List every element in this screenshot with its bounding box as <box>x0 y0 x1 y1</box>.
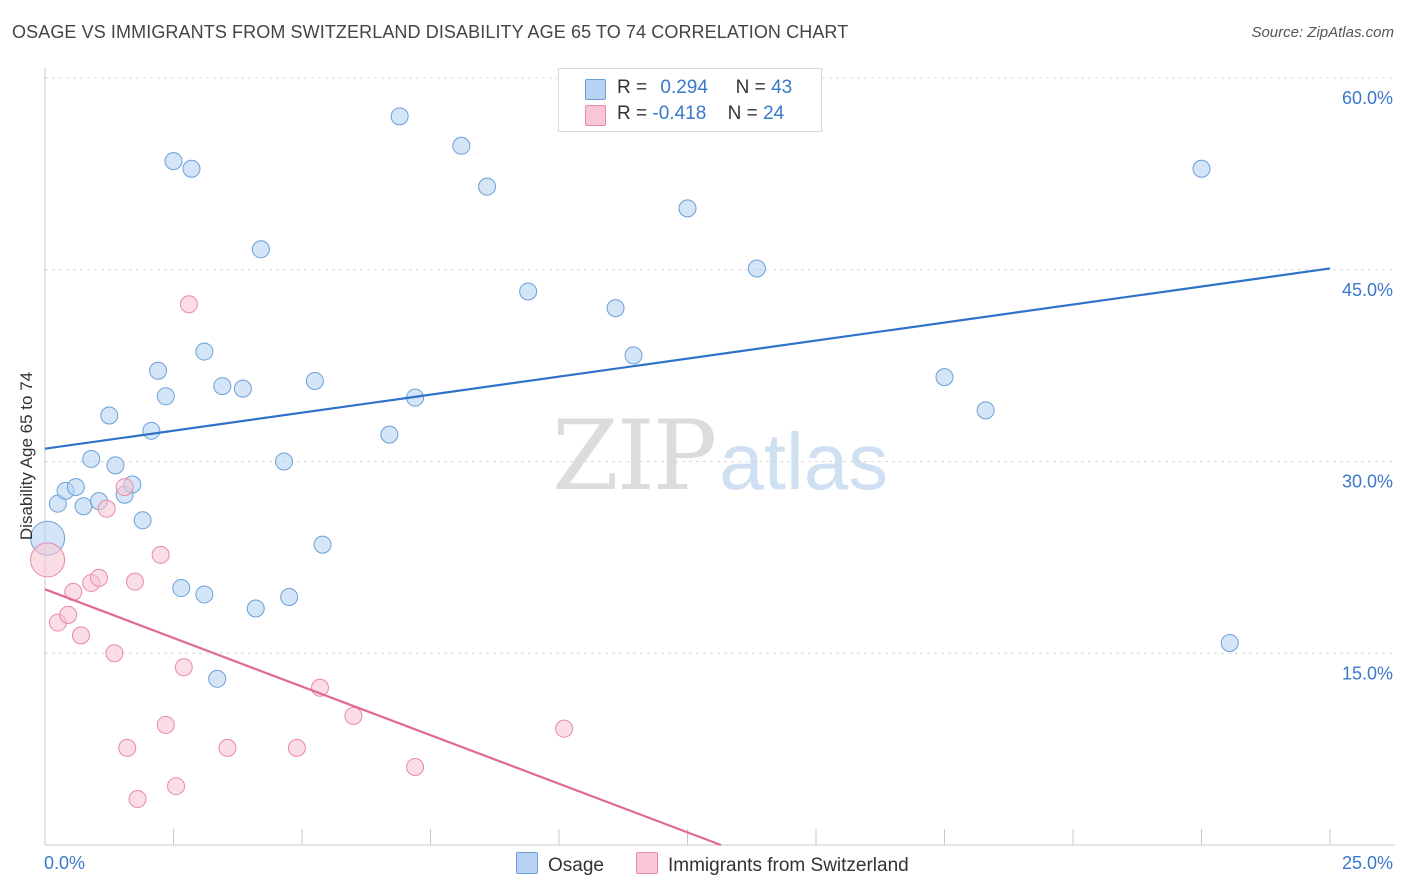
legend-n-value: 43 <box>771 77 793 98</box>
data-point-switzerland <box>71 626 90 645</box>
trend-line-osage <box>44 267 1331 450</box>
data-point-switzerland <box>156 715 175 734</box>
data-point-osage <box>935 368 954 387</box>
data-point-osage <box>624 346 643 365</box>
data-point-switzerland <box>59 605 78 624</box>
bottom-legend-label-osage: Osage <box>548 855 604 876</box>
legend-r-label: R = <box>617 103 648 124</box>
data-point-switzerland <box>555 719 574 738</box>
legend-n-label: N = <box>735 77 766 98</box>
y-tick-label: 60.0% <box>1342 88 1393 108</box>
legend-n-value: 24 <box>763 103 785 124</box>
data-point-osage <box>142 421 161 440</box>
bottom-legend-label-switzerland: Immigrants from Switzerland <box>668 855 909 876</box>
bottom-legend-osage: Osage <box>516 852 604 877</box>
data-point-osage <box>133 511 152 530</box>
bottom-legend-swatch-switzerland <box>636 852 658 874</box>
data-point-osage <box>213 377 232 396</box>
data-point-switzerland <box>179 295 198 314</box>
y-tick-label: 45.0% <box>1342 280 1393 300</box>
data-point-osage <box>280 588 299 607</box>
data-point-switzerland <box>118 738 137 757</box>
data-point-switzerland <box>105 644 124 663</box>
data-point-osage <box>156 387 175 406</box>
data-point-osage <box>747 259 766 278</box>
data-point-switzerland <box>151 545 170 564</box>
bottom-legend-swatch-osage <box>516 852 538 874</box>
data-point-switzerland <box>89 568 108 587</box>
legend-r-value: 0.294 <box>660 77 708 98</box>
data-point-osage <box>678 199 697 218</box>
data-point-osage <box>606 299 625 318</box>
data-point-osage <box>164 152 183 171</box>
data-point-osage <box>106 456 125 475</box>
y-axis-label: Disability Age 65 to 74 <box>17 371 36 541</box>
data-point-switzerland <box>30 542 66 578</box>
legend-swatch-osage <box>585 79 606 100</box>
data-point-switzerland <box>128 789 147 808</box>
data-point-osage <box>1192 159 1211 178</box>
x-tick-label-max: 25.0% <box>1342 853 1393 873</box>
data-point-switzerland <box>97 499 116 518</box>
data-point-osage <box>246 599 265 618</box>
data-point-switzerland <box>167 777 186 796</box>
data-point-osage <box>390 107 409 126</box>
data-point-osage <box>519 282 538 301</box>
data-point-switzerland <box>287 738 306 757</box>
data-point-switzerland <box>406 758 425 777</box>
data-point-osage <box>82 449 101 468</box>
data-point-osage <box>452 136 471 155</box>
x-tick-label-min: 0.0% <box>44 853 85 873</box>
chart-title: OSAGE VS IMMIGRANTS FROM SWITZERLAND DIS… <box>12 22 849 42</box>
data-point-osage <box>195 342 214 361</box>
data-point-osage <box>195 585 214 604</box>
y-tick-label: 30.0% <box>1342 472 1393 492</box>
data-point-osage <box>313 535 332 554</box>
legend-r-value: -0.418 <box>652 103 707 124</box>
data-point-osage <box>251 240 270 259</box>
data-point-switzerland <box>174 658 193 677</box>
data-point-osage <box>100 406 119 425</box>
data-point-osage <box>66 478 85 497</box>
trend-line-switzerland <box>44 588 722 847</box>
data-point-osage <box>976 401 995 420</box>
data-point-switzerland <box>344 706 363 725</box>
data-point-osage <box>380 425 399 444</box>
data-point-switzerland <box>218 738 237 757</box>
data-point-osage <box>305 371 324 390</box>
correlation-legend: R = 0.294 N = 43 R = -0.418 N = 24 <box>558 68 822 132</box>
data-point-switzerland <box>115 478 134 497</box>
bottom-legend-switzerland: Immigrants from Switzerland <box>636 852 909 877</box>
data-point-osage <box>208 669 227 688</box>
data-point-osage <box>182 159 201 178</box>
legend-n-label: N = <box>727 103 758 124</box>
data-point-osage <box>233 379 252 398</box>
data-point-osage <box>172 579 191 598</box>
y-tick-label: 15.0% <box>1342 663 1393 683</box>
legend-swatch-switzerland <box>585 105 606 126</box>
data-point-osage <box>275 452 294 471</box>
data-point-osage <box>1220 634 1239 653</box>
watermark: ZIPatlas <box>552 400 888 512</box>
data-point-osage <box>74 497 93 516</box>
source-credit: Source: ZipAtlas.com <box>1251 24 1394 41</box>
data-point-switzerland <box>125 572 144 591</box>
data-point-osage <box>149 361 168 380</box>
watermark-zip: ZIP <box>552 400 717 512</box>
legend-r-label: R = <box>617 77 648 98</box>
data-point-osage <box>478 177 497 196</box>
